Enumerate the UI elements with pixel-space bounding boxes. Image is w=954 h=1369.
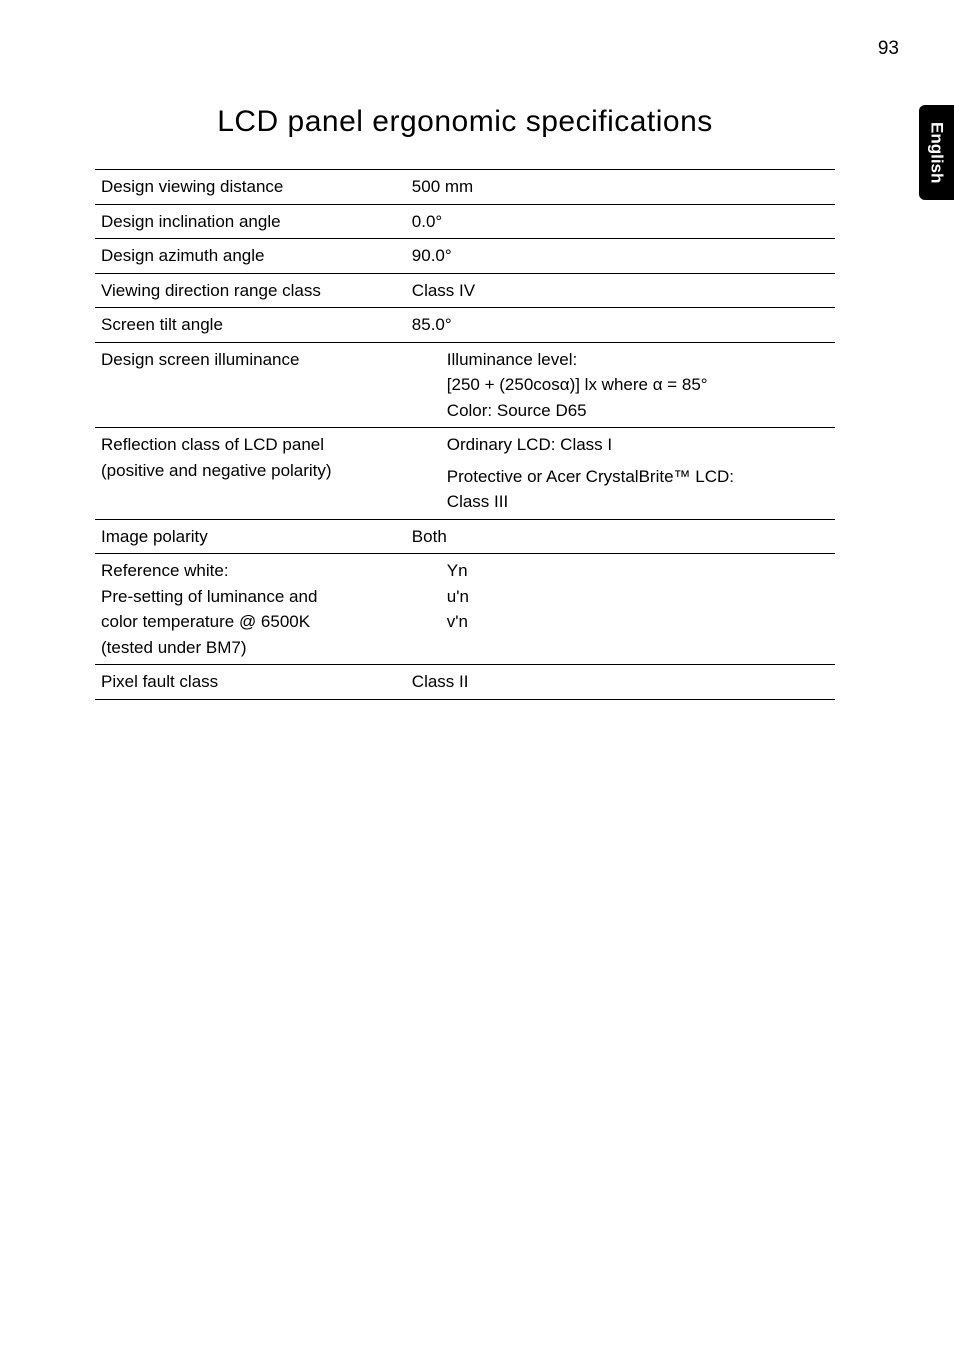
row-label: Design viewing distance — [95, 170, 406, 205]
rw-val3: v'n — [412, 609, 829, 635]
illum-line: Color: Source D65 — [412, 398, 829, 424]
rw-label3: color temperature @ 6500K — [101, 612, 310, 631]
refl-val3: Class III — [412, 489, 829, 515]
refl-val2: Protective or Acer CrystalBrite™ LCD: — [412, 464, 829, 490]
row-value: 0.0° — [406, 204, 835, 239]
side-tab-english: English — [919, 105, 954, 200]
row-value: Both — [406, 519, 835, 554]
illum-line: Illuminance level: — [412, 347, 829, 373]
row-label: Screen tilt angle — [95, 308, 406, 343]
content-area: LCD panel ergonomic specifications Desig… — [95, 105, 835, 700]
row-value: Ordinary LCD: Class I Protective or Acer… — [406, 428, 835, 520]
row-label: Reflection class of LCD panel (positive … — [95, 428, 406, 520]
rw-label2: Pre-setting of luminance and — [101, 587, 317, 606]
page-title: LCD panel ergonomic specifications — [95, 105, 835, 139]
rw-val2: u'n — [412, 584, 829, 610]
row-label: Pixel fault class — [95, 665, 406, 700]
refl-val1: Ordinary LCD: Class I — [412, 432, 829, 458]
row-value: Illuminance level: [250 + (250cosα)] lx … — [406, 342, 835, 428]
refl-label2: (positive and negative polarity) — [101, 461, 332, 480]
refl-label1: Reflection class of LCD panel — [101, 435, 324, 454]
row-label: Design azimuth angle — [95, 239, 406, 274]
row-value: 85.0° — [406, 308, 835, 343]
row-label: Viewing direction range class — [95, 273, 406, 308]
rw-label4: (tested under BM7) — [101, 638, 247, 657]
rw-val1: Yn — [412, 558, 829, 584]
row-value: Yn u'n v'n — [406, 554, 835, 665]
row-label: Image polarity — [95, 519, 406, 554]
row-label: Design inclination angle — [95, 204, 406, 239]
rw-label1: Reference white: — [101, 561, 229, 580]
row-value: 500 mm — [406, 170, 835, 205]
row-value: 90.0° — [406, 239, 835, 274]
row-value: Class II — [406, 665, 835, 700]
page-number: 93 — [878, 38, 899, 60]
row-label: Reference white: Pre-setting of luminanc… — [95, 554, 406, 665]
row-label: Design screen illuminance — [95, 342, 406, 428]
spec-table: Design viewing distance 500 mm Design in… — [95, 169, 835, 700]
illum-line: [250 + (250cosα)] lx where α = 85° — [412, 372, 829, 398]
row-value: Class IV — [406, 273, 835, 308]
